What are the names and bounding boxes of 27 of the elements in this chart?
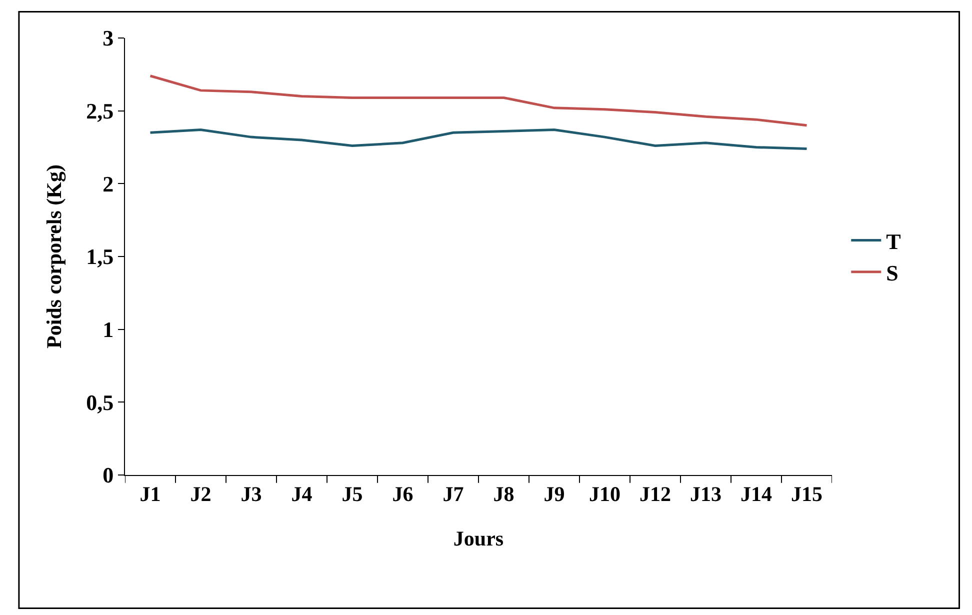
line-series [149, 74, 808, 127]
x-tick-label: J13 [690, 482, 722, 506]
x-axis-title: Jours [453, 526, 504, 550]
y-tick-label: 2 [102, 171, 114, 196]
y-tick-label: 2,5 [86, 98, 114, 124]
y-axis-title: Poids corporels (Kg) [42, 164, 66, 348]
x-tick-label: J4 [291, 482, 313, 506]
x-tick-label: J1 [140, 482, 161, 506]
y-tick-label: 1 [102, 317, 114, 342]
x-tick-label: J3 [240, 482, 262, 506]
x-tick-label: J6 [392, 482, 414, 506]
line-series [149, 128, 808, 150]
legend-label: T [886, 228, 902, 254]
y-tick-label: 3 [102, 26, 114, 51]
x-tick-label: J7 [442, 482, 464, 506]
x-tick-label: J2 [190, 482, 212, 506]
y-tick-label: 0,5 [86, 390, 114, 415]
x-tick-label: J14 [740, 482, 772, 506]
y-tick-label: 0 [102, 462, 114, 488]
x-tick-label: J9 [544, 482, 565, 506]
x-tick-label: J15 [791, 482, 822, 506]
x-tick-label: J12 [640, 482, 671, 506]
legend-label: S [886, 260, 898, 286]
x-tick-label: J10 [589, 482, 620, 506]
y-tick-label: 1,5 [86, 244, 114, 270]
x-tick-label: J5 [342, 482, 363, 506]
x-tick-label: J8 [493, 482, 514, 506]
